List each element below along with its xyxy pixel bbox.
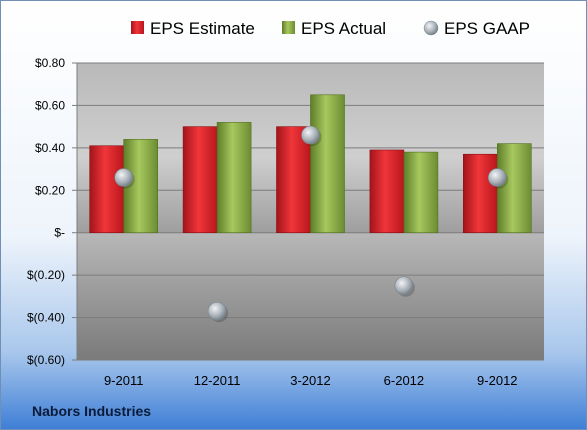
x-tick-label: 9-2012 bbox=[477, 373, 517, 388]
eps-actual-bar bbox=[496, 143, 532, 234]
eps-gaap-marker bbox=[487, 168, 507, 187]
bars bbox=[89, 94, 532, 234]
eps-estimate-bar bbox=[276, 126, 311, 234]
eps-estimate-bar bbox=[182, 126, 218, 234]
y-tick-label: $- bbox=[54, 226, 65, 240]
eps-gaap-marker bbox=[301, 125, 320, 145]
y-tick-label: $(0.40) bbox=[27, 311, 65, 325]
x-tick-label: 3-2012 bbox=[290, 373, 330, 388]
legend-eps-estimate-label: EPS Estimate bbox=[150, 19, 255, 38]
company-name: Nabors Industries bbox=[32, 403, 152, 419]
legend-eps-gaap-swatch bbox=[423, 20, 439, 36]
x-tick-label: 6-2012 bbox=[384, 373, 424, 388]
legend: EPS Estimate EPS Actual EPS GAAP bbox=[131, 19, 530, 38]
eps-estimate-bar bbox=[462, 153, 498, 234]
eps-actual-bar bbox=[310, 94, 345, 234]
legend-eps-estimate-swatch bbox=[131, 21, 144, 34]
eps-estimate-bar bbox=[369, 149, 405, 234]
y-tick-label: $0.40 bbox=[35, 141, 65, 155]
eps-gaap-marker bbox=[114, 168, 133, 187]
y-tick-label: $0.20 bbox=[35, 183, 65, 197]
y-tick-label: $0.60 bbox=[35, 98, 65, 112]
legend-eps-gaap-label: EPS GAAP bbox=[444, 19, 530, 38]
eps-actual-bar bbox=[216, 122, 252, 234]
eps-gaap-marker bbox=[394, 276, 414, 296]
eps-actual-bar bbox=[403, 151, 439, 234]
legend-eps-actual-label: EPS Actual bbox=[301, 19, 386, 38]
eps-gaap-marker bbox=[207, 301, 227, 321]
y-tick-label: $(0.60) bbox=[27, 353, 65, 367]
y-tick-label: $0.80 bbox=[35, 56, 65, 70]
gaap-markers bbox=[114, 125, 509, 323]
x-tick-label: 9-2011 bbox=[104, 373, 144, 388]
y-tick-label: $(0.20) bbox=[27, 268, 65, 282]
x-tick-label: 12-2011 bbox=[194, 373, 241, 388]
eps-estimate-bar bbox=[89, 145, 124, 234]
legend-eps-actual-swatch bbox=[282, 21, 295, 34]
plot-background-negative bbox=[77, 232, 544, 360]
